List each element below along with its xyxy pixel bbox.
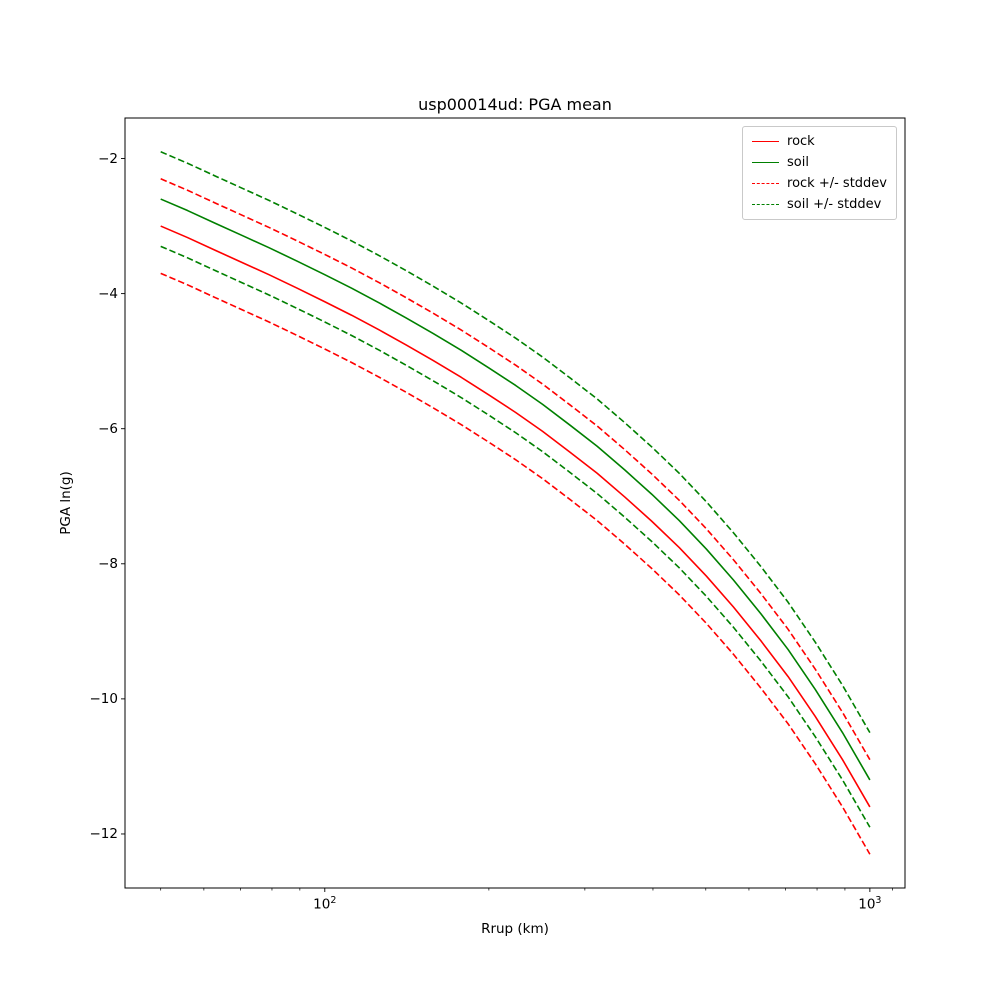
curve-soil [160, 198, 871, 781]
curve-rock-plus-stddev [160, 178, 871, 761]
y-tick-label: −2 [98, 150, 118, 167]
curve-soil-plus-stddev [160, 151, 871, 734]
legend-label-rock-stddev: rock +/- stddev [787, 176, 887, 191]
y-tick-label: −12 [89, 825, 119, 842]
legend-label-soil: soil [787, 155, 809, 170]
y-tick-label: −8 [98, 555, 118, 572]
legend-line-soil-stddev [752, 204, 780, 205]
y-tick-label: −6 [98, 420, 118, 437]
legend-item-rock-stddev: rock +/- stddev [752, 176, 887, 191]
chart-title: usp00014ud: PGA mean [418, 95, 612, 114]
legend-item-soil-stddev: soil +/- stddev [752, 197, 887, 212]
legend-item-rock: rock [752, 134, 887, 149]
legend-line-rock [752, 141, 780, 142]
curve-rock-minus-stddev [160, 272, 871, 855]
legend: rock soil rock +/- stddev soil +/- stdde… [742, 126, 897, 220]
legend-label-soil-stddev: soil +/- stddev [787, 197, 882, 212]
x-tick-label: 103 [858, 895, 882, 913]
curve-rock [160, 225, 871, 808]
legend-line-soil [752, 162, 780, 163]
x-axis-label: Rrup (km) [481, 921, 549, 937]
legend-item-soil: soil [752, 155, 887, 170]
y-tick-label: −4 [98, 285, 118, 302]
y-tick-label: −10 [89, 690, 119, 707]
legend-label-rock: rock [787, 134, 815, 149]
curve-soil-minus-stddev [160, 245, 871, 828]
x-tick-label: 102 [313, 895, 337, 913]
legend-line-rock-stddev [752, 183, 780, 184]
